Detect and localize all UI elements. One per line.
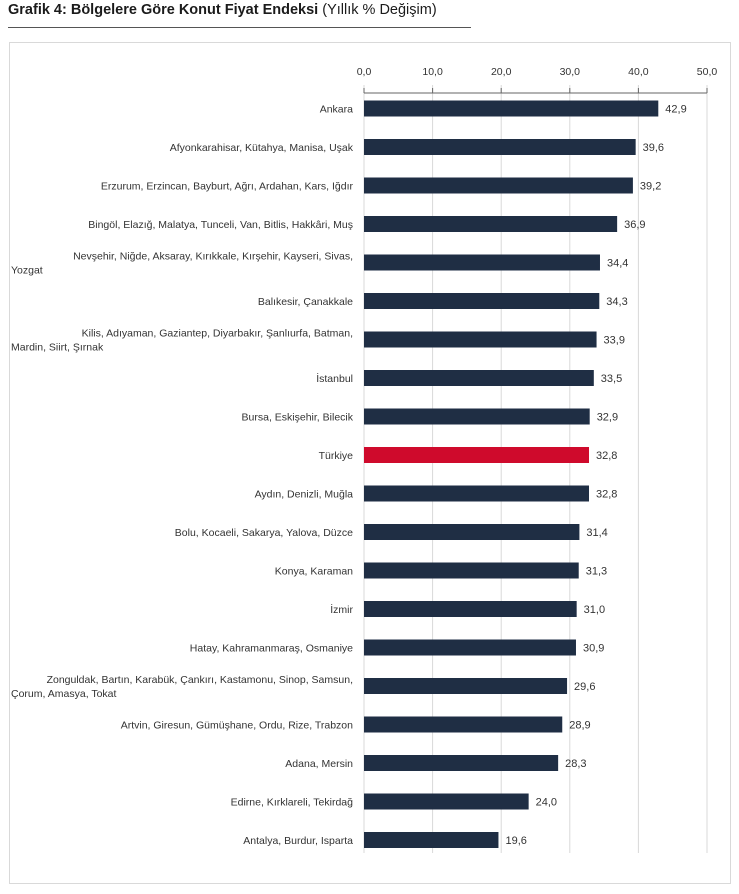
category-label: Bursa, Eskişehir, Bilecik <box>242 412 354 424</box>
bar <box>364 639 576 656</box>
bar <box>364 485 590 502</box>
x-tick-label: 30,0 <box>560 66 581 78</box>
bar <box>364 793 529 810</box>
bar-value-label: 19,6 <box>505 835 526 847</box>
category-label: Balıkesir, Çanakkale <box>258 296 353 308</box>
category-label: Adana, Mersin <box>285 758 353 770</box>
bar-chart: 0,0 10,0 20,0 30,0 40,0 50,0 42,9 Ankara 39,6 Afy… <box>11 66 718 853</box>
category-label: Nevşehir, Niğde, Aksaray, Kırıkkale, Kır… <box>73 251 353 263</box>
category-label: Konya, Karaman <box>275 566 353 578</box>
category-label: Zonguldak, Bartın, Karabük, Çankırı, Kas… <box>47 674 353 686</box>
x-tick-label: 40,0 <box>628 66 649 78</box>
bar <box>364 293 600 309</box>
bar-value-label: 36,9 <box>624 219 645 231</box>
chart-title-unit: (Yıllık % Değişim) <box>322 2 437 18</box>
category-label: Aydın, Denizli, Muğla <box>255 489 354 501</box>
category-label: Bingöl, Elazığ, Malatya, Tunceli, Van, B… <box>88 219 353 231</box>
bar <box>364 331 597 348</box>
category-label-continued: Çorum, Amasya, Tokat <box>11 688 117 700</box>
x-tick-label: 0,0 <box>357 66 372 78</box>
category-label: Bolu, Kocaeli, Sakarya, Yalova, Düzce <box>175 527 353 539</box>
category-label: Erzurum, Erzincan, Bayburt, Ağrı, Ardaha… <box>101 181 354 193</box>
bar-value-label: 28,3 <box>565 758 586 770</box>
bar <box>364 177 633 194</box>
chart-title-main: Grafik 4: Bölgelere Göre Konut Fiyat End… <box>8 2 319 18</box>
category-label: Artvin, Giresun, Gümüşhane, Ordu, Rize, … <box>121 720 353 732</box>
category-label: Türkiye <box>319 450 354 462</box>
bar <box>364 601 577 617</box>
category-label: Kilis, Adıyaman, Gaziantep, Diyarbakır, … <box>82 328 353 340</box>
chart-title: Grafik 4: Bölgelere Göre Konut Fiyat End… <box>8 2 437 18</box>
bar-value-label: 34,4 <box>607 258 628 270</box>
bar-value-label: 31,4 <box>586 527 607 539</box>
bar-value-label: 30,9 <box>583 643 604 655</box>
bar-value-label: 32,8 <box>596 489 617 501</box>
bar <box>364 524 580 540</box>
bar <box>364 370 594 386</box>
chart-frame: 0,0 10,0 20,0 30,0 40,0 50,0 42,9 Ankara 39,6 Afy… <box>9 42 731 884</box>
category-label: Hatay, Kahramanmaraş, Osmaniye <box>190 643 353 655</box>
category-label-continued: Mardin, Siirt, Şırnak <box>11 342 104 354</box>
bar-value-label: 24,0 <box>536 797 557 809</box>
bar-value-label: 33,9 <box>604 335 625 347</box>
bar-value-label: 39,6 <box>643 142 664 154</box>
category-label: İstanbul <box>316 372 353 385</box>
bar <box>364 562 579 579</box>
bar <box>364 678 568 694</box>
bar <box>364 139 636 155</box>
x-tick-label: 50,0 <box>697 66 718 78</box>
bar-value-label: 31,3 <box>586 566 607 578</box>
category-label-continued: Yozgat <box>11 265 43 277</box>
bar-value-label: 39,2 <box>640 181 661 193</box>
title-underline <box>8 27 471 28</box>
bar <box>364 216 618 232</box>
category-label: Antalya, Burdur, Isparta <box>243 835 353 847</box>
bar-value-label: 42,9 <box>665 104 686 116</box>
bar-highlight <box>364 447 590 463</box>
bar <box>364 832 499 848</box>
category-label: Ankara <box>320 104 353 116</box>
category-label: Afyonkarahisar, Kütahya, Manisa, Uşak <box>170 142 354 154</box>
category-label: İzmir <box>330 603 353 616</box>
bar <box>364 755 559 771</box>
bar-value-label: 34,3 <box>606 296 627 308</box>
bar-value-label: 32,9 <box>597 412 618 424</box>
x-tick-label: 20,0 <box>491 66 512 78</box>
bar-value-label: 31,0 <box>584 604 605 616</box>
bar-value-label: 33,5 <box>601 373 622 385</box>
x-tick-label: 10,0 <box>422 66 443 78</box>
bar <box>364 716 563 733</box>
bar <box>364 254 600 271</box>
bar-value-label: 32,8 <box>596 450 617 462</box>
bar-value-label: 29,6 <box>574 681 595 693</box>
bar <box>364 100 659 117</box>
bar-value-label: 28,9 <box>569 720 590 732</box>
category-label: Edirne, Kırklareli, Tekirdağ <box>231 797 354 809</box>
bar <box>364 408 590 425</box>
